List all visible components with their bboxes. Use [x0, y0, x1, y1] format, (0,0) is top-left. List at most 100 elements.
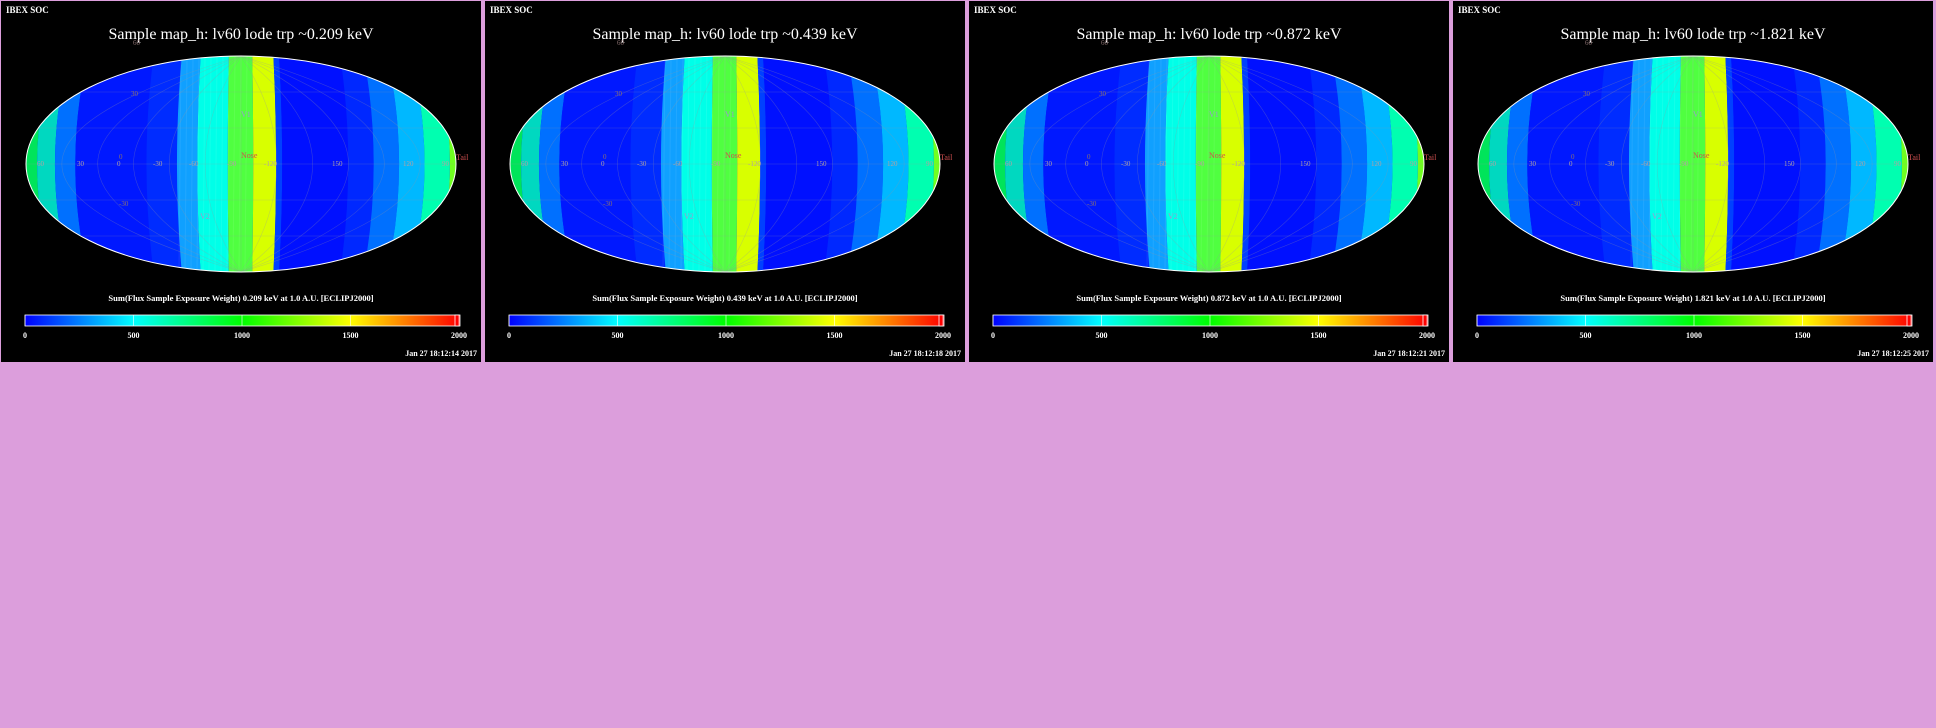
longitude-gridline — [1029, 55, 1210, 273]
longitude-gridline — [133, 55, 242, 273]
exposure-band — [660, 56, 685, 272]
latitude-label: 60 — [617, 39, 625, 47]
map-title: Sample map_h: lv60 lode trp ~0.209 keV — [108, 26, 374, 43]
exposure-band — [227, 56, 254, 272]
latitude-label: -30 — [119, 200, 129, 208]
longitude-label: 120 — [403, 160, 414, 168]
tail-marker: Tail — [940, 153, 953, 162]
map-panels: IBEX SOC Sample map_h: lv60 lode trp ~0.2… — [1, 1, 1933, 362]
longitude-gridline — [240, 55, 349, 273]
sky-map-svg: IBEX SOC Sample map_h: lv60 lode trp ~0.8… — [974, 5, 1445, 358]
colorbar-caption: Sum(Flux Sample Exposure Weight) 0.439 k… — [592, 293, 857, 303]
exposure-band — [1241, 56, 1251, 272]
timestamp: Jan 27 18:12:18 2017 — [889, 349, 961, 358]
longitude-gridline — [1137, 55, 1210, 273]
colorbar-tick-label: 500 — [1580, 331, 1592, 340]
longitude-label: 90 — [442, 160, 450, 168]
longitude-label: 120 — [1855, 160, 1866, 168]
colorbar-tick-label: 1500 — [827, 331, 843, 340]
sky-map-panel-4: IBEX SOC Sample map_h: lv60 lode trp ~1.8… — [1453, 1, 1933, 362]
exposure-band — [197, 56, 229, 272]
longitude-gridline — [1208, 55, 1281, 273]
longitude-label: 90 — [926, 160, 934, 168]
longitude-gridline — [1585, 55, 1694, 273]
sky-map-svg: IBEX SOC Sample map_h: lv60 lode trp ~0.4… — [490, 5, 961, 358]
tail-marker: Tail — [1908, 153, 1921, 162]
exposure-band — [1144, 56, 1169, 272]
exposure-band — [1478, 56, 1506, 272]
colorbar-tick-label: 2000 — [451, 331, 467, 340]
longitude-gridline — [240, 55, 385, 273]
longitude-gridline — [545, 55, 726, 273]
exposure-band — [1195, 56, 1222, 272]
longitude-label: 150 — [1300, 160, 1311, 168]
ibex-soc-label: IBEX SOC — [490, 5, 533, 15]
longitude-gridline — [1692, 55, 1801, 273]
longitude-gridline — [724, 55, 797, 273]
latitude-label: 60 — [1585, 39, 1593, 47]
colorbar-tick-label: 1000 — [234, 331, 250, 340]
longitude-label: -60 — [1641, 160, 1651, 168]
exposure-band — [846, 56, 884, 272]
longitude-label: 120 — [1371, 160, 1382, 168]
exposure-band — [339, 56, 374, 272]
exposure-band — [1649, 56, 1681, 272]
longitude-gridline — [1101, 55, 1210, 273]
tail-marker: Tail — [456, 153, 469, 162]
longitude-gridline — [1513, 55, 1694, 273]
exposure-band — [252, 56, 277, 272]
latitude-label: 0 — [1087, 153, 1091, 161]
latitude-label: 30 — [615, 90, 623, 98]
longitude-label: 120 — [887, 160, 898, 168]
longitude-gridline — [724, 55, 762, 273]
exposure-band — [278, 56, 349, 272]
nose-marker: Nose — [241, 151, 258, 160]
colorbar-caption: Sum(Flux Sample Exposure Weight) 1.821 k… — [1560, 293, 1825, 303]
latitude-label: -30 — [603, 200, 613, 208]
ibex-soc-label: IBEX SOC — [974, 5, 1017, 15]
sky-map-svg: IBEX SOC Sample map_h: lv60 lode trp ~0.2… — [6, 5, 477, 358]
longitude-label: 0 — [601, 160, 605, 168]
longitude-label: 90 — [1410, 160, 1418, 168]
exposure-band — [1165, 56, 1197, 272]
colorbar-tick-label: 1000 — [718, 331, 734, 340]
map-outline — [25, 55, 457, 273]
longitude-label: -120 — [1232, 160, 1245, 168]
longitude-gridline — [1065, 55, 1210, 273]
exposure-band — [1704, 56, 1729, 272]
exposure-band — [510, 56, 538, 272]
exposure-band — [630, 56, 667, 272]
longitude-label: -30 — [1605, 160, 1615, 168]
voyager1-marker: V1 — [241, 110, 251, 119]
exposure-band — [1598, 56, 1635, 272]
longitude-gridline — [1692, 55, 1730, 273]
longitude-label: -90 — [1195, 160, 1205, 168]
map-title: Sample map_h: lv60 lode trp ~0.439 keV — [592, 26, 858, 43]
longitude-gridline — [688, 55, 726, 273]
longitude-gridline — [1549, 55, 1694, 273]
map-outline — [993, 55, 1425, 273]
exposure-band — [762, 56, 833, 272]
exposure-band — [1527, 56, 1607, 272]
longitude-gridline — [1656, 55, 1694, 273]
exposure-band — [1679, 56, 1706, 272]
ibex-soc-label: IBEX SOC — [1458, 5, 1501, 15]
exposure-band — [1730, 56, 1801, 272]
voyager1-marker: V1 — [725, 110, 735, 119]
longitude-label: 30 — [77, 160, 85, 168]
exposure-band — [54, 56, 89, 272]
colorbar-caption: Sum(Flux Sample Exposure Weight) 0.872 k… — [1076, 293, 1341, 303]
exposure-band — [1791, 56, 1826, 272]
longitude-label: 60 — [1005, 160, 1013, 168]
exposure-band — [994, 56, 1022, 272]
exposure-band — [1884, 56, 1908, 272]
longitude-gridline — [724, 55, 905, 273]
colorbar-tick-label: 1000 — [1686, 331, 1702, 340]
longitude-label: -60 — [189, 160, 199, 168]
longitude-label: -60 — [1157, 160, 1167, 168]
exposure-band — [1330, 56, 1368, 272]
colorbar-tick-label: 1000 — [1202, 331, 1218, 340]
exposure-band — [870, 56, 909, 272]
longitude-label: 0 — [1085, 160, 1089, 168]
exposure-band — [1506, 56, 1541, 272]
